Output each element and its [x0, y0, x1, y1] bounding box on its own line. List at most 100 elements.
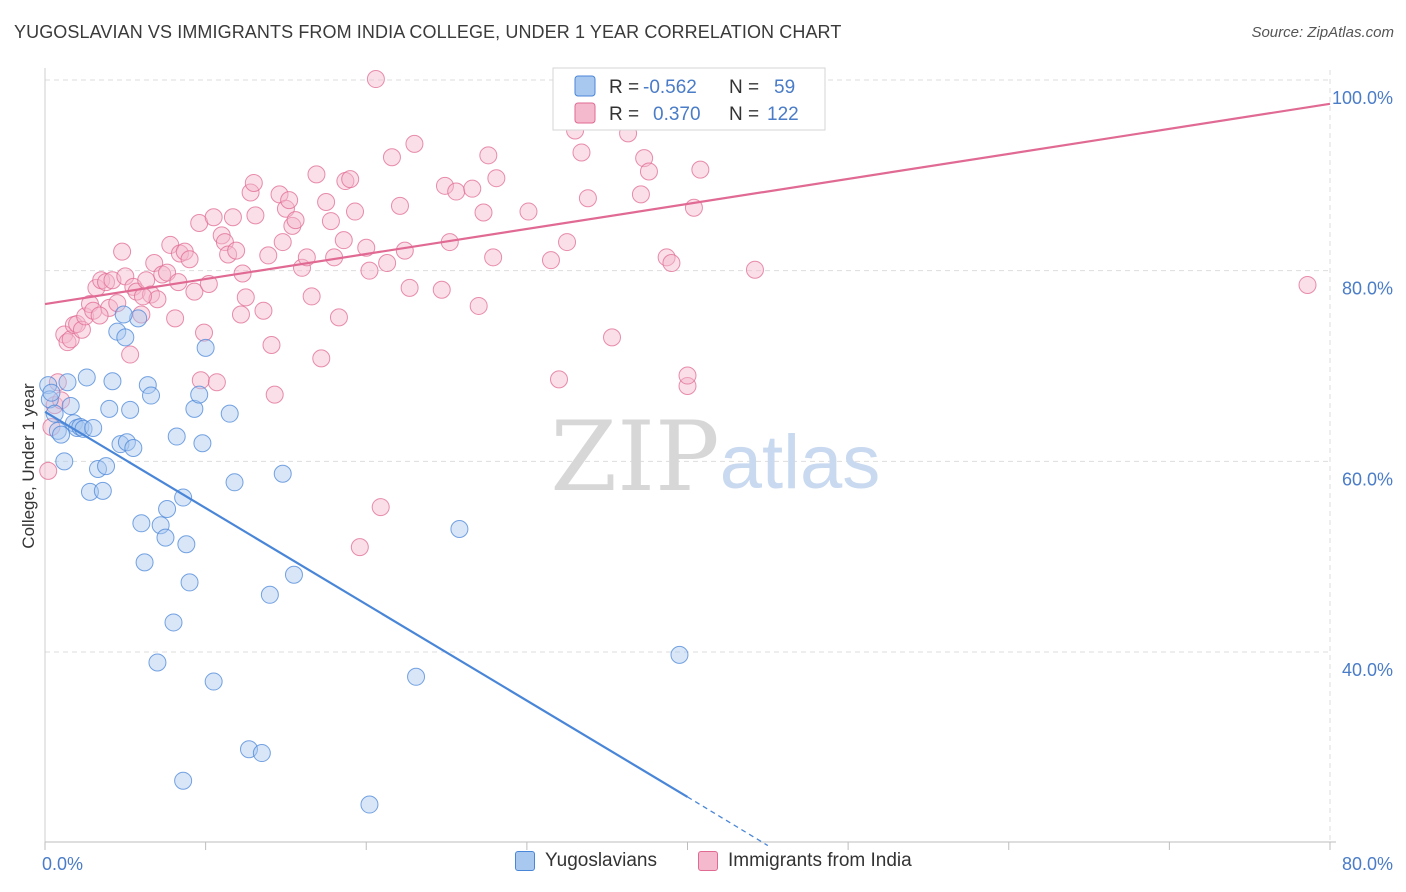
point-yugoslavians	[204, 672, 223, 691]
point-india	[487, 169, 506, 188]
point-india	[223, 208, 242, 227]
point-yugoslavians	[174, 771, 193, 790]
point-india	[639, 162, 658, 181]
y-tick-label: 100.0%	[1332, 88, 1393, 108]
point-india	[631, 185, 650, 204]
point-india	[236, 288, 255, 307]
point-india	[357, 238, 376, 257]
point-india	[657, 248, 676, 267]
x-tick-label: 80.0%	[1342, 854, 1393, 874]
legend-n-value-1: 59	[774, 77, 795, 98]
point-yugoslavians	[220, 404, 239, 423]
point-yugoslavians	[61, 397, 80, 416]
point-india	[191, 371, 210, 390]
source-label: Source: ZipAtlas.com	[1251, 24, 1394, 41]
point-yugoslavians	[284, 565, 303, 584]
point-india	[90, 306, 109, 325]
y-tick-label: 60.0%	[1342, 469, 1393, 489]
point-yugoslavians	[156, 528, 175, 547]
legend-r-label-1: R =	[609, 77, 639, 98]
point-yugoslavians	[196, 338, 215, 357]
point-india	[195, 323, 214, 342]
chart-title: YUGOSLAVIAN VS IMMIGRANTS FROM INDIA COL…	[14, 22, 842, 42]
point-india	[265, 385, 284, 404]
point-india	[302, 287, 321, 306]
trendline-yugoslavians-extension	[687, 796, 769, 847]
point-india	[312, 349, 331, 368]
point-india	[678, 377, 697, 396]
point-india	[329, 308, 348, 327]
point-india	[405, 134, 424, 153]
trendline-india	[44, 102, 1331, 306]
point-india	[635, 149, 654, 168]
point-india	[341, 170, 360, 189]
point-india	[578, 189, 597, 208]
x-tick-label: 0.0%	[42, 854, 83, 874]
point-india	[382, 148, 401, 167]
point-yugoslavians	[450, 520, 469, 539]
point-yugoslavians	[97, 457, 116, 476]
point-yugoslavians	[174, 488, 193, 507]
legend-swatch-india	[574, 102, 596, 124]
point-yugoslavians	[193, 434, 212, 453]
point-india	[321, 212, 340, 231]
point-yugoslavians	[225, 473, 244, 492]
legend-r-value-2: 0.370	[653, 104, 701, 125]
legend-r-value-1: -0.562	[643, 77, 697, 98]
point-yugoslavians	[40, 390, 59, 409]
legend-bottom-label-india: Immigrants from India	[728, 850, 912, 871]
point-india	[1298, 275, 1317, 294]
point-india	[745, 260, 764, 279]
point-india	[435, 176, 454, 195]
legend-item-yugoslavians: Yugoslavians	[515, 850, 657, 872]
watermark-zip: ZIP	[550, 401, 719, 513]
point-india	[283, 216, 302, 235]
point-yugoslavians	[132, 514, 151, 533]
point-india	[662, 254, 681, 273]
point-india	[334, 231, 353, 250]
point-india	[395, 241, 414, 260]
point-yugoslavians	[55, 452, 74, 471]
tick-label-layer: 40.0% 60.0% 80.0% 100.0% 0.0% 80.0%	[42, 88, 1393, 874]
point-india	[180, 250, 199, 269]
legend-swatch-yugoslavians	[574, 75, 596, 97]
point-yugoslavians	[273, 464, 292, 483]
point-yugoslavians	[121, 400, 140, 419]
point-yugoslavians	[114, 305, 133, 324]
point-india	[390, 196, 409, 215]
point-yugoslavians	[93, 481, 112, 500]
point-yugoslavians	[100, 399, 119, 418]
point-india	[678, 366, 697, 385]
point-india	[350, 538, 369, 557]
point-india	[185, 282, 204, 301]
point-yugoslavians	[148, 653, 167, 672]
point-india	[572, 143, 591, 162]
point-yugoslavians	[252, 744, 271, 763]
legend-n-value-2: 122	[767, 104, 799, 125]
point-yugoslavians	[116, 328, 135, 347]
point-yugoslavians	[670, 645, 689, 664]
legend-top: R = -0.562 N = 59 R = 0.370 N = 122	[552, 67, 826, 131]
point-yugoslavians	[180, 573, 199, 592]
point-india	[691, 160, 710, 179]
point-yugoslavians	[164, 613, 183, 632]
point-india	[58, 333, 77, 352]
point-yugoslavians	[185, 399, 204, 418]
point-india	[366, 70, 385, 89]
point-india	[244, 173, 263, 192]
point-yugoslavians	[360, 795, 379, 814]
point-yugoslavians	[158, 500, 177, 518]
point-yugoslavians	[58, 373, 77, 392]
point-india	[360, 261, 379, 280]
point-india	[317, 193, 336, 212]
point-yugoslavians	[190, 385, 209, 404]
point-india	[113, 242, 132, 261]
point-india	[484, 248, 503, 267]
y-axis-label: College, Under 1 year	[19, 383, 38, 549]
point-india	[121, 345, 140, 364]
point-india	[148, 290, 167, 309]
watermark: ZIP atlas	[550, 401, 880, 513]
point-india	[307, 165, 326, 184]
point-india	[479, 146, 498, 165]
point-india	[469, 296, 488, 315]
